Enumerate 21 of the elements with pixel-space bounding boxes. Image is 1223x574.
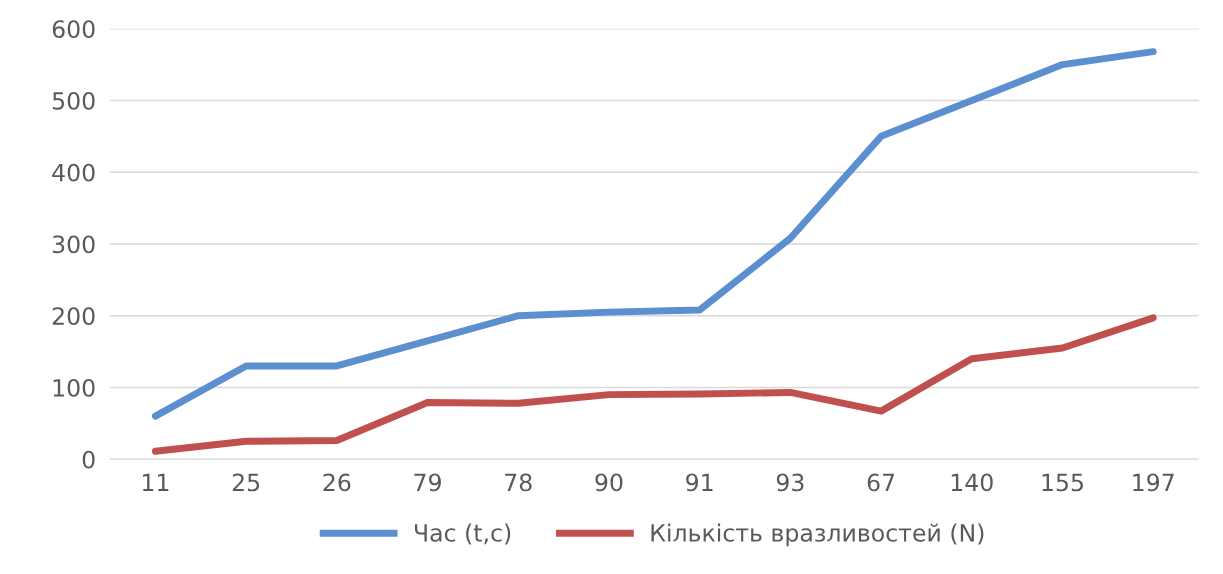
y-tick-label: 600 [52,20,95,39]
x-tick-label: 155 [1042,473,1083,492]
legend-label: Кількість вразливостей (N) [651,523,984,547]
x-tick-label: 11 [142,473,169,492]
legend-label: Час (t,c) [414,523,511,545]
x-tick-label: 93 [776,473,804,492]
x-tick-label: 197 [1133,473,1174,492]
y-tick-label: 200 [52,307,95,326]
x-tick-label: 90 [595,473,623,492]
x-tick-label: 67 [867,473,895,492]
x-tick-label: 25 [232,473,260,492]
x-tick-label: 140 [951,473,993,492]
x-tick-label: 78 [505,473,532,492]
y-tick-label: 0 [82,450,95,469]
x-tick-label: 26 [323,473,351,492]
y-tick-label: 300 [52,235,95,254]
x-tick-label: 79 [414,473,441,492]
x-tick-label: 91 [686,473,713,492]
y-tick-label: 400 [52,163,95,182]
y-tick-label: 100 [53,378,95,397]
y-tick-label: 500 [52,91,95,110]
